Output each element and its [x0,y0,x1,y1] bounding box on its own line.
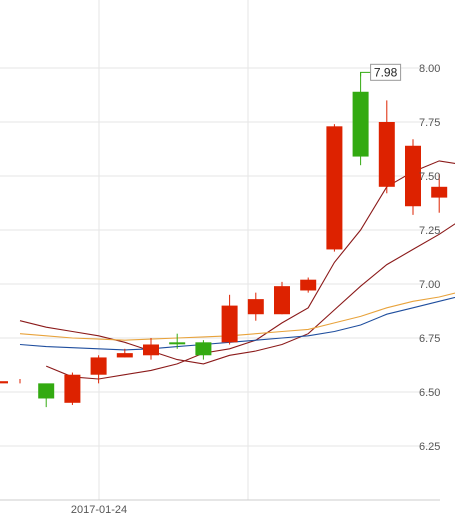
candles [0,72,448,408]
candle [274,281,290,315]
candle [169,333,186,349]
candle-body [274,286,290,315]
candle [221,294,238,345]
candle-body [195,342,212,356]
moving-average-lines [19,160,455,380]
candle-body [326,126,343,250]
candle [300,277,317,293]
y-tick-label: 6.50 [419,387,440,399]
tick-labels: 6.25 6.50 6.75 7.00 7.25 7.50 7.75 8.00 2017-01-… [71,63,441,516]
y-tick-label: 7.50 [419,171,440,183]
max-callout-leader [360,71,371,77]
candle-body [405,145,421,207]
candle [247,292,264,321]
candle-body [38,383,55,399]
max-callout-box [370,63,402,81]
candle-body [247,299,264,315]
y-tick-label: 7.25 [419,225,440,237]
candle [195,340,212,360]
moving-average-line [19,292,455,341]
candle [378,100,395,194]
candle-body [0,381,8,384]
max-value-callout: 7.98 [360,63,402,81]
candle [431,173,448,213]
y-tick-label: 6.75 [419,333,440,345]
y-tick-label: 7.75 [419,117,440,129]
candle-body [300,279,317,291]
moving-average-line [19,223,455,365]
candle-body [221,305,238,343]
candle-body [143,344,159,356]
moving-average-line [19,296,455,351]
y-tick-label: 8.00 [419,63,440,75]
max-value-label: 7.98 [374,65,398,79]
candle-body [90,357,107,375]
candle-body [352,91,369,157]
candle [405,139,421,215]
candle [90,355,107,384]
candle [64,372,81,405]
y-tick-label: 6.25 [419,441,440,453]
candle [116,348,133,358]
candle-body [64,374,81,403]
candle [38,383,55,408]
candle-body [378,122,395,187]
candle [352,72,369,166]
candle-body [431,186,448,198]
moving-average-line [45,160,455,380]
candle-body [116,353,133,358]
x-tick-label: 2017-01-24 [71,504,127,516]
candle [326,124,343,252]
candle [143,338,159,360]
y-tick-label: 7.00 [419,279,440,291]
candle-body [169,342,186,345]
candle [0,379,21,384]
